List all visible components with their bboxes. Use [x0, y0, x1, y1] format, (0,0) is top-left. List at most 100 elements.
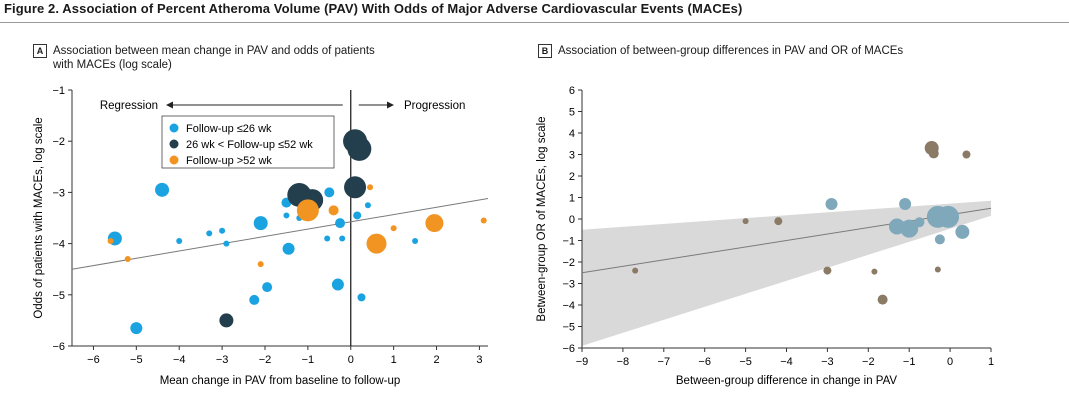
y-tick-label: −4: [52, 239, 65, 251]
data-point: [914, 217, 925, 228]
data-point: [928, 148, 939, 159]
data-point: [262, 282, 273, 293]
regression-arrowhead: [166, 101, 173, 109]
data-point: [176, 238, 183, 245]
panel-b-letter: B: [538, 44, 552, 58]
legend-label: Follow-up >52 wk: [186, 155, 272, 167]
data-point: [357, 293, 366, 302]
data-point: [324, 235, 331, 242]
data-point: [324, 187, 335, 198]
data-point: [937, 205, 960, 228]
data-point: [412, 238, 419, 245]
x-tick-label: 1: [391, 354, 397, 366]
data-point: [328, 205, 339, 216]
data-point: [282, 242, 295, 255]
data-point: [347, 136, 372, 161]
y-tick-label: −5: [52, 290, 65, 302]
panel-a-chart: −6 −5 −4 −3 −2 −1 −6 −5 −4 −3 −2 −1 0 1 2 3 Regression Pr…: [33, 85, 489, 387]
x-tick-label: −6: [698, 356, 711, 368]
x-tick-label: −5: [130, 354, 143, 366]
y-tick-label: 6: [569, 85, 575, 97]
data-point: [934, 266, 941, 273]
x-tick-label: −3: [216, 354, 229, 366]
data-point: [632, 267, 639, 274]
data-point: [774, 217, 783, 226]
x-tick-label: −5: [739, 356, 752, 368]
data-point: [425, 214, 444, 233]
data-point: [899, 197, 912, 210]
y-tick-label: −6: [562, 343, 575, 355]
data-point: [283, 212, 290, 219]
title-divider: [0, 22, 1069, 23]
panel-b-header: B Association of between-group difference…: [538, 44, 1058, 58]
legend-box: [161, 115, 335, 169]
data-point: [366, 233, 387, 254]
panel-a-title-line1: Association between mean change in PAV a…: [53, 45, 375, 57]
y-tick-label: 1: [569, 193, 575, 205]
legend: Follow-up ≤26 wk 26 wk < Follow-up ≤52 wk…: [161, 115, 335, 169]
x-tick-label: 3: [476, 354, 482, 366]
y-tick-label: 3: [569, 150, 575, 162]
y-tick-label: 0: [569, 214, 575, 226]
legend-marker: [169, 155, 179, 165]
data-point: [296, 199, 319, 222]
y-tick-label: −2: [562, 257, 575, 269]
y-tick-label: 2: [569, 171, 575, 183]
data-point: [962, 150, 971, 159]
data-point: [249, 294, 260, 305]
y-tick-label: 4: [569, 128, 575, 140]
y-tick-label: −1: [562, 236, 575, 248]
panel-b-chart: −6 −5 −4 −3 −2 −1 0 1 2 3 4 5 6 −9 −8 −7 −6 −5 −4 −3 −2 −1 0 1 B…: [536, 85, 994, 387]
x-tick-label: −7: [658, 356, 671, 368]
data-point: [364, 202, 371, 209]
data-point: [344, 176, 367, 199]
y-axis-title: Between-group OR of MACEs, log scale: [536, 116, 548, 321]
y-tick-label: −2: [52, 136, 65, 148]
trendline: [71, 198, 489, 270]
data-point: [871, 268, 878, 275]
data-point: [877, 294, 888, 305]
data-point: [934, 234, 945, 245]
y-tick-label: −3: [562, 279, 575, 291]
panel-a-letter: A: [33, 44, 47, 58]
x-tick-label: 0: [947, 356, 953, 368]
data-point: [124, 255, 131, 262]
data-point: [206, 230, 213, 237]
data-point: [257, 261, 264, 268]
data-point: [219, 313, 234, 328]
legend-label: Follow-up ≤26 wk: [186, 123, 272, 135]
data-point: [253, 216, 268, 231]
panel-a-title-line2: with MACEs (log scale): [53, 59, 172, 71]
data-point: [955, 224, 970, 239]
x-axis-title: Between-group difference in change in PA…: [676, 375, 898, 387]
x-tick-label: −8: [617, 356, 630, 368]
data-point: [219, 227, 226, 234]
legend-marker: [169, 123, 179, 133]
x-tick-label: −1: [903, 356, 916, 368]
x-tick-label: −2: [862, 356, 875, 368]
legend-marker: [169, 139, 179, 149]
legend-label: 26 wk < Follow-up ≤52 wk: [186, 139, 313, 151]
y-tick-label: −6: [52, 341, 65, 353]
data-point: [335, 218, 346, 229]
progression-label: Progression: [404, 100, 465, 112]
y-axis-title: Odds of patients with MACEs, log scale: [33, 117, 45, 318]
x-tick-label: −3: [821, 356, 834, 368]
y-tick-label: 5: [569, 107, 575, 119]
confidence-band: [582, 200, 991, 346]
data-point: [155, 182, 170, 197]
data-point: [130, 322, 143, 335]
data-point: [223, 240, 230, 247]
data-point: [900, 219, 919, 238]
data-point: [353, 211, 362, 220]
data-point: [331, 278, 344, 291]
progression-arrowhead: [387, 101, 394, 109]
x-tick-label: 2: [433, 354, 439, 366]
data-point: [825, 197, 838, 210]
x-tick-label: −9: [576, 356, 589, 368]
x-tick-label: 0: [348, 354, 354, 366]
x-tick-label: −4: [173, 354, 186, 366]
y-tick-label: −1: [52, 85, 65, 97]
data-point: [823, 266, 832, 275]
y-tick-label: −3: [52, 187, 65, 199]
